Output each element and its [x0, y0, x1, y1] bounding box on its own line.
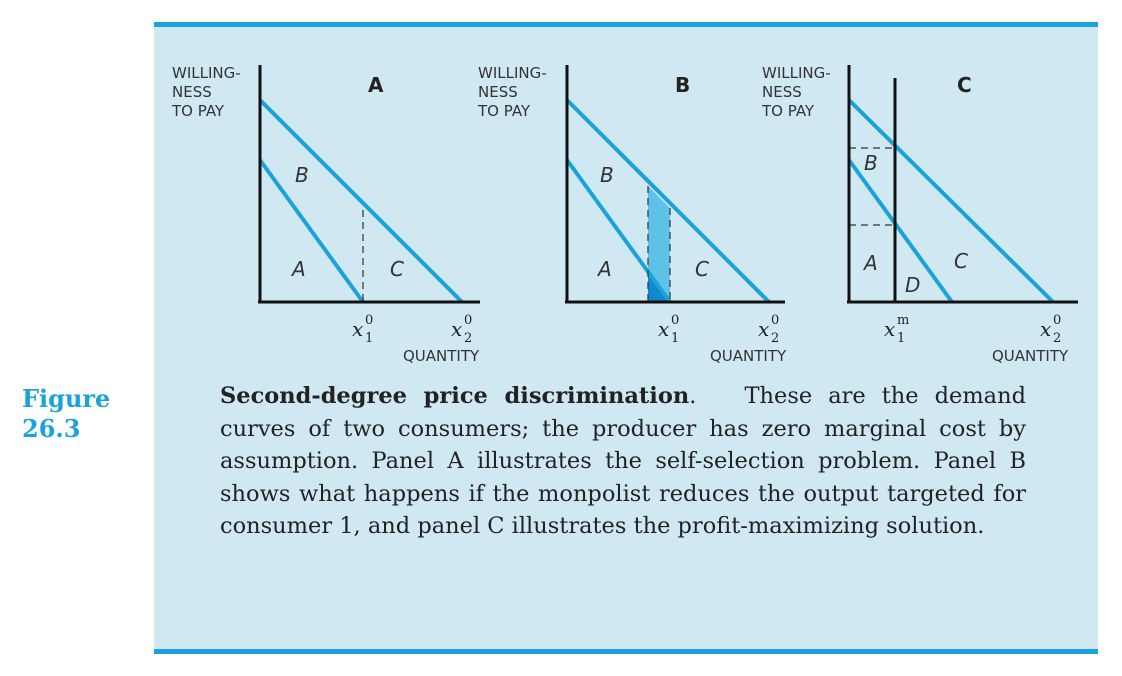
panel-c-demand-2: [847, 98, 1055, 304]
svg-text:x: x: [758, 317, 769, 341]
panel-a-region-c: C: [390, 257, 404, 281]
panel-c-tick-1: x m 1: [884, 313, 909, 346]
panel-b: WILLING- NESS TO PAY B B A C x 0 1 x 0 2…: [477, 64, 787, 365]
svg-text:2: 2: [1053, 331, 1061, 346]
panel-b-xlabel: QUANTITY: [710, 347, 787, 365]
panel-a-ylabel-line1: WILLING-: [172, 64, 241, 82]
panel-b-shaded-strip: [648, 186, 670, 302]
svg-text:x: x: [352, 317, 363, 341]
caption-body: These are the demand curves of two consu…: [220, 383, 1026, 540]
panel-b-demand-1: [565, 158, 672, 304]
panel-c-demand-1: [847, 158, 954, 304]
panel-b-ylabel-line2: NESS: [478, 83, 518, 101]
panel-c-xlabel: QUANTITY: [992, 347, 1069, 365]
caption-title-period: .: [689, 383, 697, 409]
panel-b-title: B: [675, 73, 690, 97]
figure-label: Figure 26.3: [22, 384, 110, 444]
panel-c-ylabel-line1: WILLING-: [762, 64, 831, 82]
svg-text:0: 0: [771, 313, 779, 328]
panel-c-region-d: D: [905, 273, 920, 297]
panel-a: WILLING- NESS TO PAY A B A C x 0 1 x 0 2…: [171, 64, 480, 365]
svg-text:0: 0: [464, 313, 472, 328]
panel-a-ylabel-line2: NESS: [172, 83, 212, 101]
figure-label-word: Figure: [22, 384, 111, 413]
panel-a-ylabel-line3: TO PAY: [171, 102, 225, 120]
panel-c-region-a: A: [862, 251, 878, 275]
svg-text:1: 1: [365, 331, 373, 346]
svg-text:x: x: [658, 317, 669, 341]
svg-text:2: 2: [771, 331, 779, 346]
panel-c-tick-2: x 0 2: [1040, 313, 1061, 346]
svg-text:1: 1: [671, 331, 679, 346]
svg-text:x: x: [451, 317, 462, 341]
panel-c-ylabel-line3: TO PAY: [761, 102, 815, 120]
panel-b-tick-2: x 0 2: [758, 313, 779, 346]
svg-text:1: 1: [897, 331, 905, 346]
panel-b-demand-2: [565, 98, 771, 304]
panel-a-region-b: B: [295, 163, 309, 187]
panel-b-region-b: B: [600, 163, 614, 187]
svg-text:0: 0: [365, 313, 373, 328]
panel-a-title: A: [368, 73, 384, 97]
panel-b-ylabel-line1: WILLING-: [478, 64, 547, 82]
svg-text:x: x: [884, 317, 895, 341]
panel-c-title: C: [957, 73, 972, 97]
bottom-rule: [154, 649, 1098, 654]
svg-text:x: x: [1040, 317, 1051, 341]
panel-b-region-c: C: [695, 257, 709, 281]
panel-c-ylabel-line2: NESS: [762, 83, 802, 101]
panel-c-region-c: C: [954, 249, 968, 273]
caption-title: Second-degree price discrimination: [220, 383, 690, 409]
panel-c-region-b: B: [864, 151, 878, 175]
panel-a-tick-1: x 0 1: [352, 313, 373, 346]
figure-caption: Second-degree price discrimination. Thes…: [220, 380, 1026, 543]
svg-text:2: 2: [464, 331, 472, 346]
panel-c: WILLING- NESS TO PAY C B A C D x m 1 x 0…: [761, 64, 1078, 365]
svg-text:0: 0: [671, 313, 679, 328]
svg-text:0: 0: [1053, 313, 1061, 328]
panel-b-tick-1: x 0 1: [658, 313, 679, 346]
panel-a-xlabel: QUANTITY: [403, 347, 480, 365]
panel-a-region-a: A: [290, 257, 306, 281]
panel-b-ylabel-line3: TO PAY: [477, 102, 531, 120]
figure-background: [154, 27, 1098, 649]
panel-a-demand-1: [258, 158, 365, 304]
panel-a-tick-2: x 0 2: [451, 313, 472, 346]
svg-text:m: m: [897, 313, 909, 328]
panel-a-demand-2: [258, 98, 464, 304]
panel-b-region-a: A: [596, 257, 612, 281]
top-rule: [154, 22, 1098, 27]
figure-label-number: 26.3: [22, 414, 81, 443]
